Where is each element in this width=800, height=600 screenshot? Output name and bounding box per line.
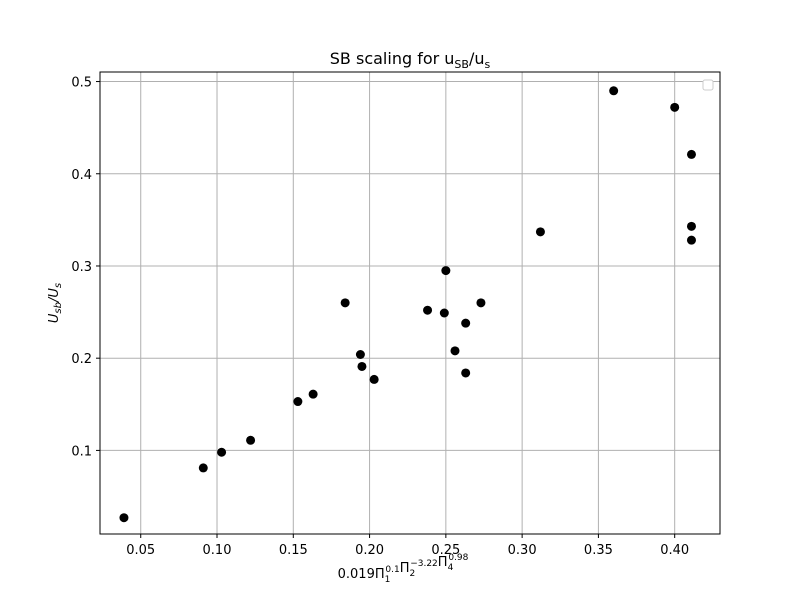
data-point — [461, 368, 471, 378]
x-axis-label: 0.019Π10.1Π2−3.22Π40.98 — [338, 553, 469, 585]
data-point — [423, 305, 433, 315]
data-point — [686, 149, 696, 159]
y-tick-label: 0.3 — [71, 260, 92, 275]
data-point — [357, 361, 367, 371]
legend-box — [702, 79, 714, 91]
y-axis-label: Usb/Us — [47, 283, 64, 323]
x-tick-label: 0.35 — [584, 543, 613, 558]
data-point — [439, 308, 449, 318]
data-point — [686, 235, 696, 245]
y-tick-label: 0.4 — [71, 168, 92, 183]
data-point — [450, 346, 460, 356]
x-tick-label: 0.20 — [355, 543, 384, 558]
chart-title: SB scaling for uSB/us — [330, 49, 491, 71]
data-point — [476, 298, 486, 308]
x-tick-label: 0.30 — [508, 543, 537, 558]
grid-lines — [100, 72, 720, 534]
data-point — [441, 266, 451, 276]
data-point — [308, 389, 318, 399]
data-point — [293, 397, 303, 407]
data-point — [340, 298, 350, 308]
data-point — [369, 374, 379, 384]
plot-area-frame — [99, 71, 721, 535]
y-tick-label: 0.5 — [71, 76, 92, 91]
y-tick-label: 0.2 — [71, 352, 92, 367]
data-point — [686, 221, 696, 231]
x-tick-label: 0.10 — [203, 543, 232, 558]
data-points — [119, 86, 696, 523]
data-point — [246, 435, 256, 445]
data-point — [461, 318, 471, 328]
axis-ticks: 0.05 0.10 0.15 0.20 0.25 0.30 0.35 0.40 0.1 0.2 0.… — [71, 76, 689, 558]
data-point — [198, 463, 208, 473]
x-tick-label: 0.40 — [660, 543, 689, 558]
data-point — [355, 350, 365, 360]
data-point — [609, 86, 619, 96]
y-tick-label: 0.1 — [71, 444, 92, 459]
x-tick-label: 0.05 — [126, 543, 155, 558]
x-tick-label: 0.25 — [431, 543, 460, 558]
x-tick-label: 0.15 — [279, 543, 308, 558]
data-point — [119, 513, 129, 523]
data-point — [670, 102, 680, 112]
data-point — [217, 447, 227, 457]
data-point — [535, 227, 545, 237]
